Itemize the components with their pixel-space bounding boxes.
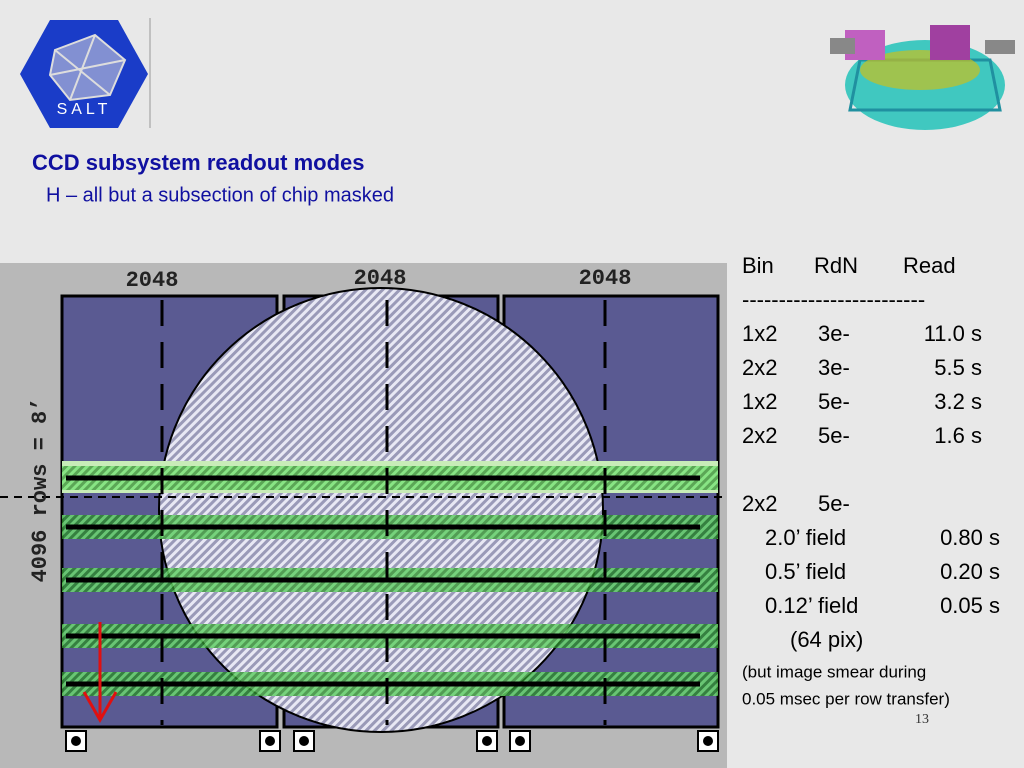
table-cell: 1.6 s — [934, 423, 982, 448]
table-note: (64 pix) — [790, 627, 863, 652]
table-cell: 1x2 — [742, 389, 777, 414]
table-note: (but image smear during — [742, 662, 926, 681]
table-header: Read — [903, 253, 956, 278]
rows-label: 4096 rows = 8’ — [28, 398, 53, 583]
chip-label: 2048 — [354, 266, 407, 291]
table-cell: 3.2 s — [934, 389, 982, 414]
amp-dot — [515, 736, 525, 746]
logo: SALT — [20, 18, 151, 128]
table-cell: 2x2 — [742, 491, 777, 516]
table-separator: ------------------------- — [742, 287, 925, 312]
telescope-image — [830, 25, 1015, 130]
amp-dot — [265, 736, 275, 746]
table-cell: 0.5’ field — [765, 559, 846, 584]
table-cell: 3e- — [818, 355, 850, 380]
table-cell: 5e- — [818, 423, 850, 448]
table-header: RdN — [814, 253, 858, 278]
logo-text: SALT — [57, 101, 112, 118]
amp-dot — [71, 736, 81, 746]
table-cell: 0.80 s — [940, 525, 1000, 550]
table-cell: 5e- — [818, 389, 850, 414]
readout-table: Bin RdN Read ------------------------- 1… — [742, 253, 1000, 709]
table-cell: 2x2 — [742, 423, 777, 448]
table-cell: 2x2 — [742, 355, 777, 380]
table-cell: 5e- — [818, 491, 850, 516]
table-cell: 0.20 s — [940, 559, 1000, 584]
table-cell: 2.0’ field — [765, 525, 846, 550]
table-cell: 0.12’ field — [765, 593, 858, 618]
page-number: 13 — [915, 712, 929, 727]
amp-dot — [482, 736, 492, 746]
title: CCD subsystem readout modes — [32, 150, 365, 175]
subtitle: H – all but a subsection of chip masked — [46, 184, 394, 206]
chip-label: 2048 — [579, 266, 632, 291]
table-cell: 1x2 — [742, 321, 777, 346]
ccd-diagram: 2048 2048 2048 4096 rows = 8’ — [0, 263, 727, 768]
table-cell: 0.05 s — [940, 593, 1000, 618]
table-cell: 5.5 s — [934, 355, 982, 380]
amp-dot — [299, 736, 309, 746]
table-cell: 11.0 s — [924, 321, 982, 346]
table-cell: 3e- — [818, 321, 850, 346]
chip-label: 2048 — [126, 268, 179, 293]
table-header: Bin — [742, 253, 774, 278]
table-note: 0.05 msec per row transfer) — [742, 689, 950, 708]
amp-dot — [703, 736, 713, 746]
